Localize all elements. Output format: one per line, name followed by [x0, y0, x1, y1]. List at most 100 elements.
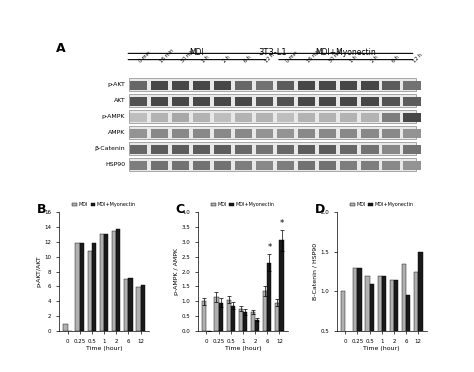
FancyBboxPatch shape — [129, 161, 147, 170]
Bar — [140, 285, 145, 331]
Text: D: D — [315, 203, 325, 216]
Bar — [267, 263, 272, 331]
Bar — [104, 234, 108, 331]
FancyBboxPatch shape — [403, 113, 420, 122]
FancyBboxPatch shape — [235, 81, 252, 90]
FancyBboxPatch shape — [403, 161, 420, 170]
FancyBboxPatch shape — [277, 129, 294, 138]
FancyBboxPatch shape — [277, 97, 294, 106]
Bar — [92, 243, 96, 331]
FancyBboxPatch shape — [129, 145, 147, 154]
Bar — [64, 324, 68, 331]
FancyBboxPatch shape — [214, 145, 231, 154]
FancyBboxPatch shape — [193, 161, 210, 170]
Text: β-Catenin: β-Catenin — [95, 146, 125, 151]
FancyBboxPatch shape — [277, 113, 294, 122]
FancyBboxPatch shape — [172, 113, 189, 122]
FancyBboxPatch shape — [382, 113, 400, 122]
Bar — [378, 276, 382, 371]
FancyBboxPatch shape — [382, 129, 400, 138]
Bar — [414, 272, 418, 371]
FancyBboxPatch shape — [298, 97, 315, 106]
Legend: MDI, MDI+Myonectin: MDI, MDI+Myonectin — [348, 201, 416, 209]
Bar — [136, 287, 140, 331]
Bar — [239, 309, 243, 331]
FancyBboxPatch shape — [235, 113, 252, 122]
Bar — [365, 276, 370, 371]
FancyBboxPatch shape — [256, 161, 273, 170]
Bar — [88, 251, 92, 331]
FancyBboxPatch shape — [214, 113, 231, 122]
Text: 1 h: 1 h — [201, 54, 210, 63]
FancyBboxPatch shape — [235, 145, 252, 154]
Legend: MDI, MDI+Myonectin: MDI, MDI+Myonectin — [70, 201, 138, 209]
FancyBboxPatch shape — [319, 97, 337, 106]
FancyBboxPatch shape — [193, 129, 210, 138]
Text: HSP90: HSP90 — [105, 162, 125, 167]
Bar — [279, 240, 283, 331]
FancyBboxPatch shape — [382, 145, 400, 154]
Bar — [231, 306, 235, 331]
FancyBboxPatch shape — [319, 161, 337, 170]
Bar — [341, 291, 346, 371]
Bar — [418, 252, 422, 371]
FancyBboxPatch shape — [129, 97, 147, 106]
Bar — [402, 264, 406, 371]
FancyBboxPatch shape — [214, 129, 231, 138]
FancyBboxPatch shape — [256, 97, 273, 106]
Bar — [100, 234, 104, 331]
FancyBboxPatch shape — [193, 145, 210, 154]
Text: 2 h: 2 h — [222, 54, 231, 63]
FancyBboxPatch shape — [151, 161, 168, 170]
FancyBboxPatch shape — [319, 113, 337, 122]
Bar — [382, 276, 386, 371]
Text: p-AMPK: p-AMPK — [102, 114, 125, 119]
Text: A: A — [55, 42, 65, 55]
FancyBboxPatch shape — [256, 81, 273, 90]
Text: B: B — [37, 203, 46, 216]
FancyBboxPatch shape — [382, 161, 400, 170]
FancyBboxPatch shape — [403, 81, 420, 90]
FancyBboxPatch shape — [151, 81, 168, 90]
Text: 0 min: 0 min — [286, 50, 299, 63]
Text: 30 min: 30 min — [328, 48, 343, 63]
Bar — [406, 295, 410, 371]
Bar — [394, 279, 398, 371]
FancyBboxPatch shape — [129, 94, 416, 107]
Bar — [255, 320, 259, 331]
FancyBboxPatch shape — [129, 158, 416, 171]
FancyBboxPatch shape — [277, 145, 294, 154]
FancyBboxPatch shape — [256, 129, 273, 138]
FancyBboxPatch shape — [214, 161, 231, 170]
Y-axis label: B-Catenin / HSP90: B-Catenin / HSP90 — [313, 243, 318, 300]
X-axis label: Time (hour): Time (hour) — [364, 346, 400, 352]
FancyBboxPatch shape — [235, 129, 252, 138]
Bar — [124, 279, 128, 331]
Text: MDI+Myonectin: MDI+Myonectin — [315, 48, 376, 57]
FancyBboxPatch shape — [382, 97, 400, 106]
FancyBboxPatch shape — [214, 97, 231, 106]
Text: 12 h: 12 h — [412, 52, 423, 63]
FancyBboxPatch shape — [235, 97, 252, 106]
Text: *: * — [279, 219, 283, 228]
FancyBboxPatch shape — [361, 81, 379, 90]
FancyBboxPatch shape — [172, 81, 189, 90]
Text: 15 min: 15 min — [307, 48, 322, 63]
Bar — [263, 291, 267, 331]
FancyBboxPatch shape — [172, 161, 189, 170]
FancyBboxPatch shape — [172, 129, 189, 138]
FancyBboxPatch shape — [319, 129, 337, 138]
FancyBboxPatch shape — [129, 126, 416, 139]
Bar — [116, 228, 120, 331]
Text: 6 h: 6 h — [244, 54, 253, 63]
Legend: MDI, MDI+Myonectin: MDI, MDI+Myonectin — [209, 201, 277, 209]
FancyBboxPatch shape — [403, 97, 420, 106]
FancyBboxPatch shape — [340, 129, 357, 138]
Text: 0 min: 0 min — [138, 50, 152, 63]
Text: 2 h: 2 h — [370, 54, 379, 63]
Text: MDI: MDI — [190, 48, 204, 57]
FancyBboxPatch shape — [298, 129, 315, 138]
FancyBboxPatch shape — [319, 145, 337, 154]
FancyBboxPatch shape — [298, 145, 315, 154]
FancyBboxPatch shape — [214, 81, 231, 90]
